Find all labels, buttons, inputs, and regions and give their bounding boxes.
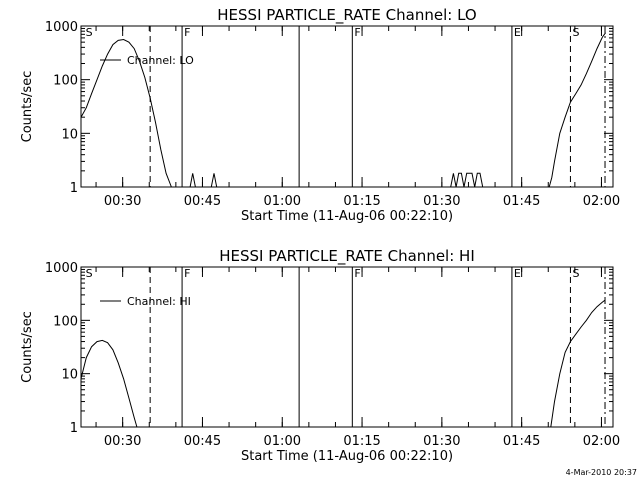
y-tick-label: 1000 xyxy=(45,20,78,35)
event-marker-label: S xyxy=(86,267,93,280)
x-tick-label: 00:30 xyxy=(104,194,141,209)
chart-title: HESSI PARTICLE_RATE Channel: LO xyxy=(217,6,476,25)
x-tick-label: 01:45 xyxy=(503,194,540,209)
event-marker-label: S xyxy=(572,267,579,280)
x-tick-label: 01:00 xyxy=(264,194,301,209)
footer-timestamp: 4-Mar-2010 20:37 xyxy=(566,468,637,477)
y-tick-label: 100 xyxy=(53,74,78,89)
x-tick-label: 00:45 xyxy=(184,434,221,449)
event-marker-label: S xyxy=(572,26,579,39)
x-tick-label: 00:45 xyxy=(184,194,221,209)
y-axis-label: Counts/sec xyxy=(20,311,35,383)
x-tick-label: 01:15 xyxy=(343,194,380,209)
series-line xyxy=(450,172,484,188)
x-tick-label: 01:15 xyxy=(343,434,380,449)
x-axis-label: Start Time (11-Aug-06 00:22:10) xyxy=(241,449,453,464)
series-line xyxy=(550,299,606,428)
chart-title: HESSI PARTICLE_RATE Channel: HI xyxy=(219,247,475,266)
event-marker-label: F xyxy=(354,267,360,280)
plot-frame xyxy=(80,25,614,188)
x-tick-label: 01:00 xyxy=(264,434,301,449)
x-tick-label: 02:00 xyxy=(583,434,620,449)
y-tick-label: 100 xyxy=(53,314,78,329)
series-line xyxy=(548,32,607,188)
event-marker-label: F xyxy=(184,267,190,280)
x-tick-label: 01:30 xyxy=(423,194,460,209)
event-marker-label: S xyxy=(86,26,93,39)
x-tick-label: 01:30 xyxy=(423,434,460,449)
chart-panel-2: HESSI PARTICLE_RATE Channel: HI 1 10 100 100… xyxy=(20,247,620,464)
y-tick-label: 1000 xyxy=(45,261,78,276)
x-tick-label: 00:30 xyxy=(104,434,141,449)
y-tick-label: 10 xyxy=(61,127,78,142)
y-axis-label: Counts/sec xyxy=(20,71,35,143)
x-tick-label: 01:45 xyxy=(503,434,540,449)
legend-label: Channel: HI xyxy=(127,295,191,308)
series-line xyxy=(80,339,138,428)
event-marker-label: F xyxy=(184,26,190,39)
series-line xyxy=(210,173,218,188)
x-tick-label: 02:00 xyxy=(583,194,620,209)
event-marker-label: E xyxy=(514,267,521,280)
y-tick-label: 10 xyxy=(61,368,78,383)
y-tick-label: 1 xyxy=(70,421,78,436)
event-marker-label: E xyxy=(514,26,521,39)
y-tick-label: 1 xyxy=(70,181,78,196)
chart-panel-1: HESSI PARTICLE_RATE Channel: LO 1 10 100 100… xyxy=(20,6,620,224)
series-line xyxy=(189,173,196,188)
x-axis-label: Start Time (11-Aug-06 00:22:10) xyxy=(241,209,453,224)
series-line xyxy=(80,38,172,188)
legend-label: Channel: LO xyxy=(127,54,194,67)
event-marker-label: F xyxy=(354,26,360,39)
plot-frame xyxy=(80,266,614,428)
